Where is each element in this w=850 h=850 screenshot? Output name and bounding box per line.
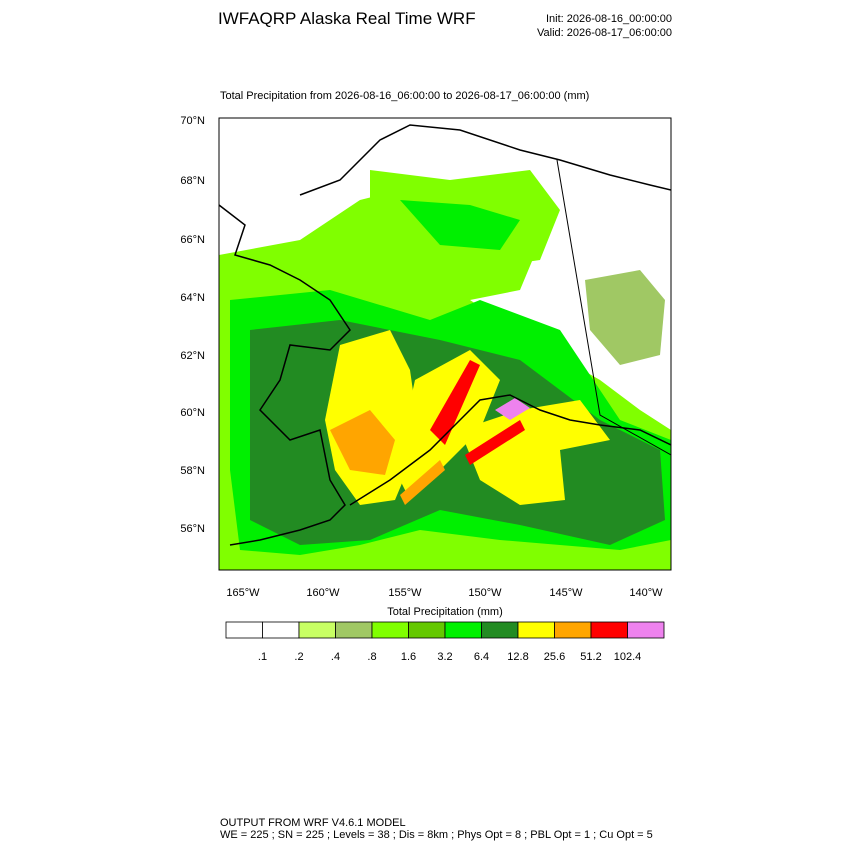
footer-line: OUTPUT FROM WRF V4.6.1 MODEL <box>220 817 406 829</box>
colorbar-box <box>481 621 519 639</box>
colorbar-label: .8 <box>367 651 376 663</box>
lat-label: 60°N <box>180 407 205 419</box>
lon-label: 165°W <box>226 587 260 599</box>
lat-label: 58°N <box>180 465 205 477</box>
lat-label: 66°N <box>180 234 205 246</box>
colorbar-box <box>371 621 409 639</box>
lon-label: 150°W <box>468 587 502 599</box>
colorbar: .1 .2 .4 .8 1.6 3.2 6.4 12.8 25.6 51.2 102.4 <box>225 621 665 663</box>
coastline <box>219 124 671 546</box>
colorbar-label: .4 <box>331 651 340 663</box>
colorbar-box <box>627 621 665 639</box>
lat-label: 68°N <box>180 175 205 187</box>
colorbar-label: .1 <box>258 651 267 663</box>
lon-label: 145°W <box>549 587 583 599</box>
lat-label: 64°N <box>180 292 205 304</box>
colorbar-box <box>590 621 628 639</box>
lat-labels: 70°N 68°N 66°N 64°N 62°N 60°N 58°N 56°N <box>180 115 205 535</box>
init-time: Init: 2026-08-16_00:00:00 <box>546 13 672 25</box>
lon-label: 140°W <box>629 587 663 599</box>
lat-label: 62°N <box>180 350 205 362</box>
lon-label: 160°W <box>306 587 340 599</box>
colorbar-label: 1.6 <box>401 651 416 663</box>
colorbar-box <box>408 621 446 639</box>
precip-field <box>219 118 671 570</box>
map-title: Total Precipitation from 2026-08-16_06:0… <box>220 90 589 102</box>
footer-line: WE = 225 ; SN = 225 ; Levels = 38 ; Dis … <box>220 829 653 841</box>
colorbar-box <box>225 621 263 639</box>
colorbar-label: .2 <box>294 651 303 663</box>
colorbar-box <box>554 621 592 639</box>
colorbar-box <box>298 621 336 639</box>
colorbar-title: Total Precipitation (mm) <box>387 606 503 618</box>
colorbar-label: 6.4 <box>474 651 489 663</box>
map-frame <box>218 117 672 571</box>
colorbar-box <box>517 621 555 639</box>
colorbar-box <box>444 621 482 639</box>
lat-label: 56°N <box>180 523 205 535</box>
lon-label: 155°W <box>388 587 422 599</box>
colorbar-box <box>335 621 373 639</box>
colorbar-label: 25.6 <box>544 651 565 663</box>
lat-label: 70°N <box>180 115 205 127</box>
colorbar-label: 3.2 <box>437 651 452 663</box>
colorbar-box <box>262 621 300 639</box>
colorbar-label: 102.4 <box>614 651 642 663</box>
page-title: IWFAQRP Alaska Real Time WRF <box>218 9 476 28</box>
valid-time: Valid: 2026-08-17_06:00:00 <box>537 27 672 39</box>
colorbar-label: 51.2 <box>580 651 601 663</box>
lon-labels: 165°W 160°W 155°W 150°W 145°W 140°W <box>226 587 663 599</box>
colorbar-label: 12.8 <box>507 651 528 663</box>
